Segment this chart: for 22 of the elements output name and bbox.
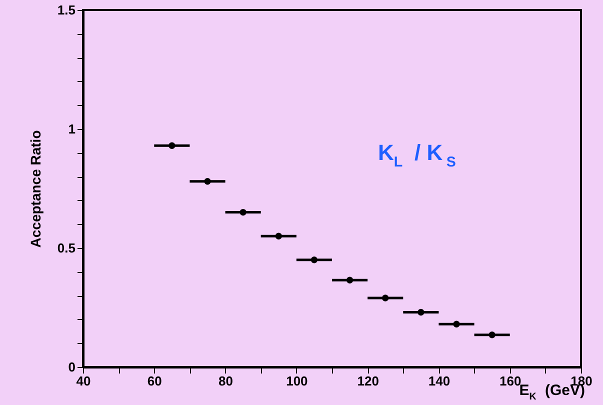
- point: [275, 232, 282, 240]
- point: [346, 276, 354, 284]
- point: [488, 332, 496, 338]
- point: [310, 256, 318, 264]
- y-axis-title: Acceptance Ratio: [27, 130, 44, 248]
- y-tick-label: 0.5: [57, 240, 76, 256]
- y-tick-label: 1.5: [57, 2, 76, 18]
- point: [418, 308, 424, 316]
- x-tick-label: 80: [218, 374, 234, 388]
- x-tick-label: 60: [147, 374, 162, 388]
- x-tick-label: 160: [500, 374, 522, 388]
- y-tick-label: 1: [68, 122, 76, 136]
- point: [453, 320, 460, 328]
- point: [204, 178, 211, 185]
- x-tick-label: 40: [76, 374, 91, 388]
- point: [240, 208, 246, 216]
- point: [382, 294, 389, 302]
- x-tick-label: 140: [428, 374, 450, 388]
- y-tick-label: 0: [68, 360, 76, 374]
- x-tick-label: 100: [286, 374, 308, 388]
- point: [168, 142, 176, 150]
- x-tick-label: 120: [357, 374, 379, 388]
